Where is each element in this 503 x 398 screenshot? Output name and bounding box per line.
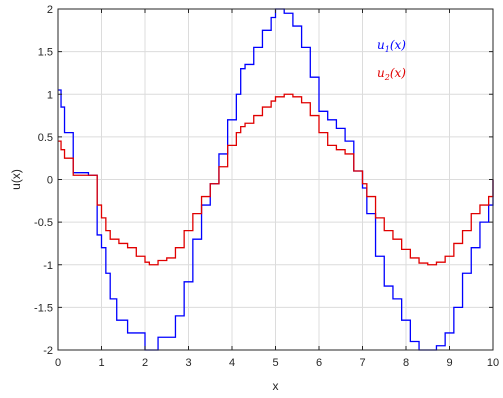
x-tick-label: 4 [229, 357, 235, 369]
x-tick-label: 5 [272, 357, 278, 369]
y-tick-label: -1 [43, 260, 53, 272]
y-tick-label: 0.5 [38, 132, 53, 144]
legend: u1(x) u2(x) [377, 38, 406, 82]
y-tick-label: -0.5 [34, 217, 53, 229]
x-tick-label: 6 [316, 357, 322, 369]
x-tick-label: 7 [359, 357, 365, 369]
legend-entry-2: u2(x) [377, 66, 406, 82]
y-tick-label: 1.5 [38, 47, 53, 59]
x-tick-label: 10 [487, 357, 499, 369]
legend-entry-1: u1(x) [377, 38, 406, 54]
x-tick-label: 2 [142, 357, 148, 369]
x-tick-label: 1 [98, 357, 104, 369]
x-tick-label: 3 [185, 357, 191, 369]
series-layer [58, 8, 494, 351]
y-tick-label: -2 [43, 345, 53, 357]
x-tick-labels: 0 1 2 3 4 5 6 7 8 9 10 [55, 357, 499, 369]
y-axis-label: u(x) [9, 169, 23, 190]
x-tick-label: 0 [55, 357, 61, 369]
y-tick-label: 1 [47, 89, 53, 101]
y-tick-label: -1.5 [34, 302, 53, 314]
x-tick-label: 9 [446, 357, 452, 369]
y-tick-label: 2 [47, 4, 53, 16]
y-tick-label: 0 [47, 175, 53, 187]
series-line-1 [58, 8, 494, 351]
ticks [57, 8, 494, 351]
x-axis-label: x [273, 379, 279, 393]
y-tick-labels: -2 -1.5 -1 -0.5 0 0.5 1 1.5 2 [34, 4, 53, 357]
x-tick-label: 8 [403, 357, 409, 369]
series-line-2 [58, 93, 494, 266]
